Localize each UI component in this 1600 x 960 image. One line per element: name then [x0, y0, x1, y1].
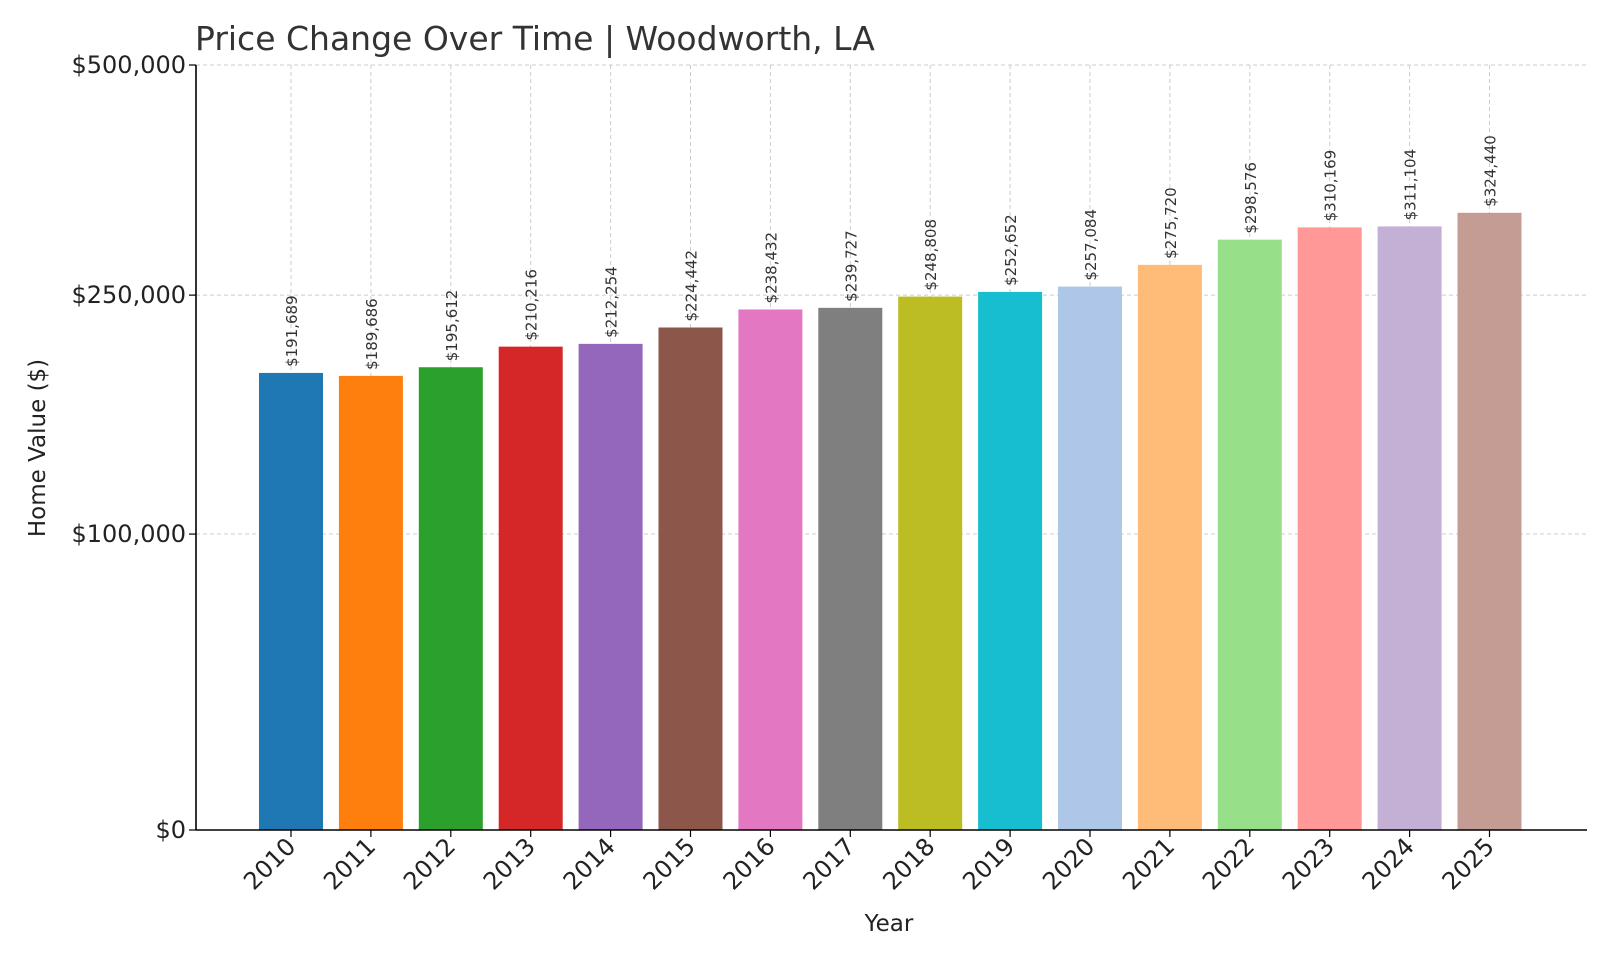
x-tick-label-2010: 2010 — [238, 832, 301, 895]
x-tick-label-2020: 2020 — [1037, 832, 1100, 895]
bar-2022 — [1217, 239, 1282, 830]
bar-layer — [259, 212, 1522, 831]
x-tick-label-2024: 2024 — [1357, 832, 1420, 895]
data-label-2013: $210,216 — [523, 269, 541, 341]
x-tick-label-2012: 2012 — [398, 832, 461, 895]
data-label-layer: $191,689 $189,686 $195,612 $210,216 $212,254… — [283, 135, 1500, 370]
x-tick-label-2016: 2016 — [718, 832, 781, 895]
x-axis-label: Year — [864, 911, 914, 937]
y-tick-label: $500,000 — [71, 51, 186, 79]
x-tick-label-2015: 2015 — [638, 832, 701, 895]
x-tick-label-2021: 2021 — [1117, 832, 1180, 895]
bar-2024 — [1377, 226, 1442, 831]
x-tick-label-2017: 2017 — [798, 832, 861, 895]
x-tick-label-2018: 2018 — [877, 832, 940, 895]
bar-2021 — [1137, 264, 1202, 830]
data-label-2012: $195,612 — [443, 290, 461, 362]
x-tick-label-2019: 2019 — [957, 832, 1020, 895]
y-axis-label: Home Value ($) — [25, 359, 51, 537]
bar-2014 — [578, 343, 643, 830]
data-label-2024: $311,104 — [1402, 149, 1420, 221]
x-tick-label-2014: 2014 — [558, 832, 621, 895]
data-label-2018: $248,808 — [922, 219, 940, 291]
data-label-2020: $257,084 — [1082, 209, 1100, 281]
bar-2011 — [338, 375, 403, 830]
data-label-2021: $275,720 — [1162, 187, 1180, 259]
bar-2023 — [1297, 227, 1362, 831]
data-label-2019: $252,652 — [1002, 214, 1020, 286]
data-label-2016: $238,432 — [762, 232, 780, 304]
bar-2013 — [498, 346, 563, 830]
data-label-2011: $189,686 — [363, 298, 381, 370]
data-label-2014: $212,254 — [603, 266, 621, 338]
y-tick-label: $250,000 — [71, 281, 186, 309]
data-label-2025: $324,440 — [1482, 135, 1500, 207]
bar-2016 — [738, 309, 803, 830]
bar-2017 — [818, 307, 883, 830]
bar-2025 — [1457, 212, 1522, 830]
x-tick-label-2011: 2011 — [318, 832, 381, 895]
data-label-2010: $191,689 — [283, 295, 301, 367]
data-label-2017: $239,727 — [842, 230, 860, 302]
bar-2010 — [259, 372, 323, 830]
data-label-2022: $298,576 — [1242, 162, 1260, 234]
bar-2012 — [418, 367, 483, 830]
bar-2019 — [978, 291, 1043, 830]
bar-2020 — [1058, 286, 1122, 830]
x-tick-label-2023: 2023 — [1277, 832, 1340, 895]
x-tick-label-2013: 2013 — [478, 832, 541, 895]
y-tick-label: $100,000 — [71, 520, 186, 548]
y-tick-label: $0 — [155, 816, 186, 844]
x-tick-label-2022: 2022 — [1197, 832, 1260, 895]
chart-title: Price Change Over Time | Woodworth, LA — [195, 19, 875, 58]
bar-2015 — [658, 327, 723, 830]
bar-2018 — [898, 296, 963, 830]
data-label-2015: $224,442 — [683, 250, 701, 322]
x-tick-label-2025: 2025 — [1437, 832, 1500, 895]
data-label-2023: $310,169 — [1322, 150, 1340, 222]
